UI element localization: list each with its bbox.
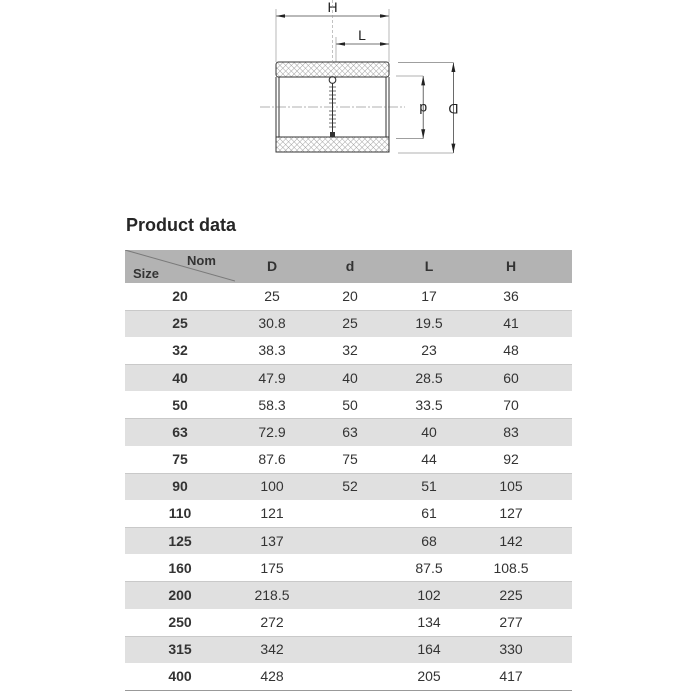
svg-text:D: D xyxy=(448,101,458,117)
svg-text:L: L xyxy=(358,27,366,43)
svg-text:d: d xyxy=(419,101,427,117)
